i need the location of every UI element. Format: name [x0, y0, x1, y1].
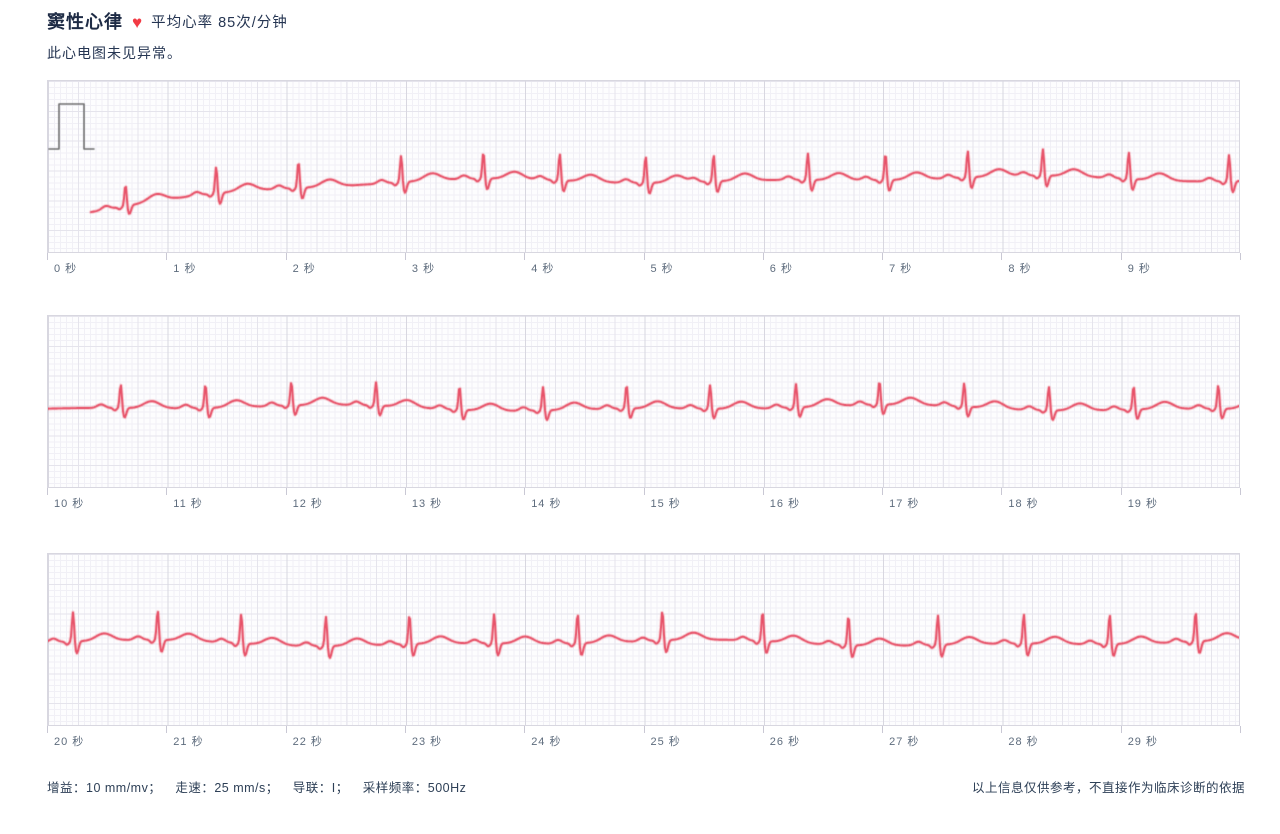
time-label: 12 秒 — [292, 498, 323, 510]
param-1: 走速：25 mm/s； — [175, 781, 279, 795]
time-label: 10 秒 — [54, 498, 85, 510]
second-tick — [166, 488, 168, 495]
second-tick — [643, 488, 645, 495]
second-tick — [762, 726, 764, 733]
second-tick — [1001, 726, 1003, 733]
time-label: 20 秒 — [54, 736, 85, 748]
second-tick — [47, 726, 48, 733]
second-tick — [1120, 253, 1122, 260]
time-axis-3: 20 秒 21 秒 22 秒 23 秒 24 秒 25 秒 26 秒 27 秒 28 秒 29 秒 — [47, 726, 1241, 754]
second-tick — [1120, 488, 1122, 495]
time-label: 0 秒 — [54, 263, 78, 275]
second-tick — [1240, 488, 1241, 495]
time-label: 5 秒 — [650, 263, 674, 275]
time-label: 8 秒 — [1008, 263, 1032, 275]
time-label: 11 秒 — [173, 498, 203, 510]
time-label: 16 秒 — [769, 498, 801, 510]
second-tick — [524, 488, 526, 495]
second-tick — [762, 253, 764, 260]
second-tick — [882, 253, 884, 260]
second-tick — [47, 253, 48, 260]
second-tick — [1240, 253, 1241, 260]
recording-params: 增益：10 mm/mv； 走速：25 mm/s； 导联：I； 采样频率：500Hz — [47, 777, 480, 796]
page-title: 窦性心律 — [47, 12, 123, 32]
second-tick — [643, 253, 645, 260]
time-label: 28 秒 — [1008, 736, 1039, 748]
second-tick — [882, 726, 884, 733]
second-tick — [404, 488, 406, 495]
result-summary: 此心电图未见异常。 — [47, 45, 182, 61]
time-label: 23 秒 — [411, 736, 443, 748]
time-label: 7 秒 — [889, 263, 913, 275]
second-tick — [882, 488, 884, 495]
time-label: 6 秒 — [769, 263, 793, 275]
param-3: 采样频率：500Hz — [362, 781, 467, 795]
ecg-strip-2: 10 秒 11 秒 12 秒 13 秒 14 秒 15 秒 16 秒 17 秒 18 秒 19 秒 — [47, 315, 1241, 516]
time-label: 22 秒 — [292, 736, 323, 748]
time-label: 19 秒 — [1127, 498, 1158, 510]
second-tick — [285, 253, 287, 260]
average-heart-rate: 平均心率 85次/分钟 — [151, 14, 288, 31]
second-tick — [524, 726, 526, 733]
second-tick — [166, 726, 168, 733]
time-label: 15 秒 — [650, 498, 681, 510]
second-tick — [524, 253, 526, 260]
ecg-strip-1: 0 秒 1 秒 2 秒 3 秒 4 秒 5 秒 6 秒 7 秒 8 秒 9 秒 — [47, 80, 1241, 281]
report-footer: 增益：10 mm/mv； 走速：25 mm/s； 导联：I； 采样频率：500Hz 以… — [47, 777, 1245, 796]
ecg-trace-3 — [48, 554, 1239, 725]
second-tick — [404, 253, 406, 260]
report-header: 窦性心律 ♥ 平均心率 85次/分钟 此心电图未见异常。 — [47, 8, 288, 63]
second-tick — [1001, 253, 1003, 260]
second-tick — [762, 488, 764, 495]
time-label: 13 秒 — [411, 498, 443, 510]
second-tick — [1240, 726, 1241, 733]
time-label: 1 秒 — [173, 263, 197, 275]
second-tick — [166, 253, 168, 260]
disclaimer: 以上信息仅供参考，不直接作为临床诊断的依据 — [971, 781, 1245, 795]
param-0: 增益：10 mm/mv； — [47, 781, 162, 795]
time-label: 18 秒 — [1008, 498, 1039, 510]
time-label: 21 秒 — [173, 736, 204, 748]
time-label: 9 秒 — [1127, 263, 1151, 275]
heart-icon: ♥ — [132, 12, 143, 32]
second-tick — [643, 726, 645, 733]
time-axis-2: 10 秒 11 秒 12 秒 13 秒 14 秒 15 秒 16 秒 17 秒 18 秒 19 秒 — [47, 488, 1241, 516]
time-label: 17 秒 — [889, 498, 920, 510]
param-2: 导联：I； — [292, 781, 349, 795]
ecg-grid-3 — [47, 553, 1240, 726]
second-tick — [285, 488, 287, 495]
second-tick — [1001, 488, 1003, 495]
time-label: 29 秒 — [1127, 736, 1158, 748]
ecg-trace-2 — [48, 316, 1239, 487]
time-label: 26 秒 — [769, 736, 801, 748]
time-label: 4 秒 — [531, 263, 555, 275]
time-label: 14 秒 — [531, 498, 562, 510]
second-tick — [404, 726, 406, 733]
ecg-strip-3: 20 秒 21 秒 22 秒 23 秒 24 秒 25 秒 26 秒 27 秒 28 秒 29 秒 — [47, 553, 1241, 754]
time-label: 27 秒 — [889, 736, 920, 748]
second-tick — [285, 726, 287, 733]
time-label: 2 秒 — [292, 263, 316, 275]
second-tick — [1120, 726, 1122, 733]
time-label: 3 秒 — [411, 263, 436, 275]
ecg-grid-2 — [47, 315, 1240, 488]
ecg-trace-1 — [48, 81, 1239, 252]
time-label: 25 秒 — [650, 736, 681, 748]
ecg-grid-1 — [47, 80, 1240, 253]
second-tick — [47, 488, 48, 495]
time-label: 24 秒 — [531, 736, 562, 748]
time-axis-1: 0 秒 1 秒 2 秒 3 秒 4 秒 5 秒 6 秒 7 秒 8 秒 9 秒 — [47, 253, 1241, 281]
